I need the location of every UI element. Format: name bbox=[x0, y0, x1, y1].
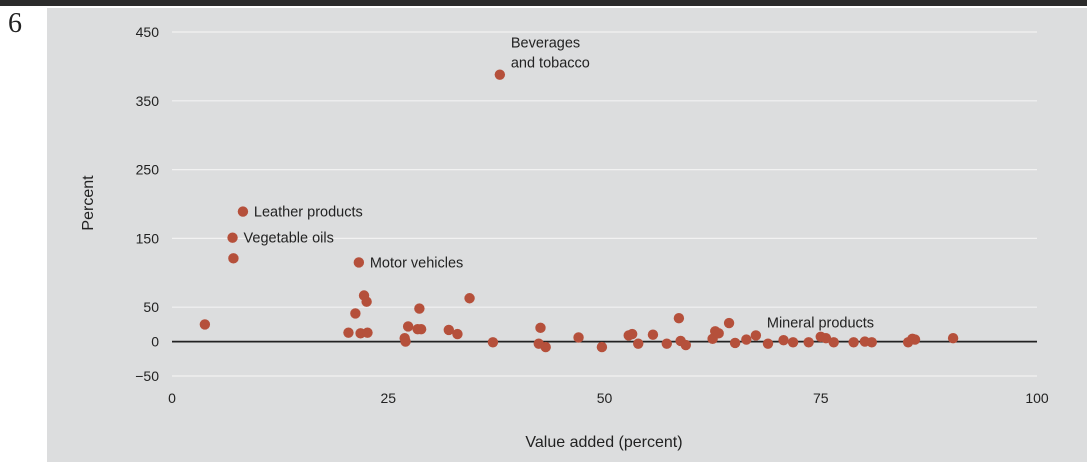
grid-lines bbox=[172, 31, 1037, 377]
scatter-point bbox=[626, 328, 638, 340]
x-tick-label: 50 bbox=[597, 390, 613, 406]
x-tick-label: 25 bbox=[380, 390, 396, 406]
axes: −50 0 50 150 250 350 450 0 25 50 75 100 Value added … bbox=[80, 24, 1049, 451]
scatter-point bbox=[414, 303, 425, 314]
scatter-point bbox=[415, 324, 427, 335]
y-axis-title: Percent bbox=[80, 175, 97, 231]
scatter-point bbox=[350, 308, 361, 319]
scatter-point bbox=[540, 341, 551, 353]
scatter-point bbox=[228, 253, 239, 264]
y-tick-label: 450 bbox=[136, 24, 160, 40]
scatter-point bbox=[633, 338, 644, 349]
scatter-point bbox=[828, 337, 839, 348]
scatter-point bbox=[762, 338, 774, 349]
scatter-point bbox=[596, 341, 608, 353]
scatter-point bbox=[353, 257, 365, 268]
annotations: Beverages and tobacco Leather products Vege… bbox=[244, 36, 875, 332]
scatter-point bbox=[237, 206, 249, 217]
scatter-point bbox=[199, 319, 211, 330]
scatter-point bbox=[820, 332, 832, 344]
scatter-point bbox=[741, 334, 752, 345]
scatter-point bbox=[452, 328, 463, 340]
scatter-point bbox=[680, 339, 692, 351]
x-tick-label: 0 bbox=[168, 390, 176, 406]
x-tick-label: 75 bbox=[813, 390, 829, 406]
scatter-point bbox=[778, 335, 789, 346]
scatter-point bbox=[227, 232, 238, 243]
scatter-point bbox=[361, 296, 372, 307]
scatter-point bbox=[464, 293, 475, 304]
scatter-point bbox=[362, 327, 373, 338]
data-points bbox=[199, 69, 959, 353]
scatter-point bbox=[343, 327, 354, 338]
scatter-point bbox=[661, 338, 672, 349]
scatter-point bbox=[947, 332, 959, 344]
page-number: 6 bbox=[8, 8, 22, 39]
annotation-label: Motor vehicles bbox=[370, 255, 463, 271]
chart-panel bbox=[47, 8, 1087, 462]
annotation-label: Beverages and tobacco bbox=[511, 36, 590, 72]
scatter-point bbox=[803, 337, 814, 348]
scatter-point bbox=[402, 321, 414, 332]
scatter-point bbox=[750, 330, 762, 341]
scatter-point bbox=[866, 337, 877, 348]
annotation-label: Mineral products bbox=[767, 315, 874, 331]
scatter-point bbox=[729, 337, 741, 349]
y-tick-label: 150 bbox=[136, 230, 160, 246]
scatter-point bbox=[909, 334, 921, 345]
y-tick-label: 0 bbox=[151, 334, 159, 350]
scatter-point bbox=[573, 332, 584, 343]
y-tick-label: 250 bbox=[136, 162, 160, 178]
scatter-point bbox=[673, 313, 685, 324]
scatter-point bbox=[787, 337, 799, 348]
scatter-point bbox=[723, 317, 735, 329]
scatter-point bbox=[494, 69, 506, 80]
y-tick-label: 50 bbox=[143, 299, 159, 315]
scatter-point bbox=[848, 337, 859, 348]
y-tick-label: −50 bbox=[135, 368, 159, 384]
scatter-point bbox=[535, 322, 546, 334]
scatter-point bbox=[647, 329, 659, 340]
scatter-point bbox=[487, 337, 499, 348]
scatter-point bbox=[713, 328, 724, 339]
annotation-label: Vegetable oils bbox=[244, 231, 334, 247]
x-axis-title: Value added (percent) bbox=[525, 434, 682, 451]
top-rule bbox=[0, 0, 1087, 6]
annotation-label: Leather products bbox=[254, 205, 363, 221]
y-tick-label: 350 bbox=[136, 93, 160, 109]
scatter-point bbox=[400, 336, 411, 347]
x-tick-label: 100 bbox=[1025, 390, 1049, 406]
scatter-point bbox=[443, 324, 454, 336]
